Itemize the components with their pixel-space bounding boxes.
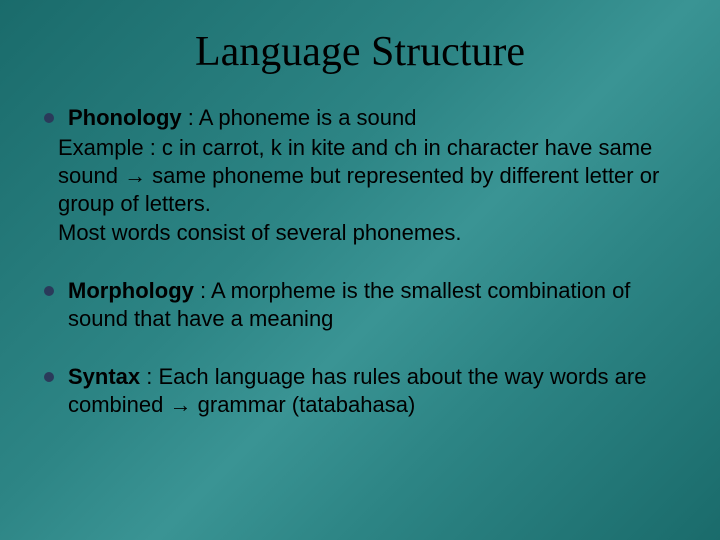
bullet-text: Phonology : A phoneme is a sound xyxy=(68,104,680,132)
term-phonology: Phonology xyxy=(68,105,182,130)
arrow-icon: → xyxy=(124,163,146,188)
bullet-text: Syntax : Each language has rules about t… xyxy=(68,363,680,419)
bullet-icon xyxy=(44,372,54,382)
term-syntax: Syntax xyxy=(68,364,140,389)
slide: Language Structure Phonology : A phoneme… xyxy=(0,0,720,540)
bullet-row: Phonology : A phoneme is a sound xyxy=(40,104,680,132)
bullet-item-morphology: Morphology : A morpheme is the smallest … xyxy=(40,277,680,333)
bullet-icon xyxy=(44,286,54,296)
slide-body: Phonology : A phoneme is a sound Example… xyxy=(40,104,680,419)
bullet-icon xyxy=(44,113,54,123)
term-morphology: Morphology xyxy=(68,278,194,303)
bullet-text: Morphology : A morpheme is the smallest … xyxy=(68,277,680,333)
bullet-row: Morphology : A morpheme is the smallest … xyxy=(40,277,680,333)
bullet-item-syntax: Syntax : Each language has rules about t… xyxy=(40,363,680,419)
term-phonology-suffix: : A phoneme is a sound xyxy=(182,105,417,130)
arrow-icon: → xyxy=(170,392,192,417)
slide-title: Language Structure xyxy=(40,28,680,76)
continuation-phonology: Example : c in carrot, k in kite and ch … xyxy=(58,134,680,247)
bullet-item-phonology: Phonology : A phoneme is a sound Example… xyxy=(40,104,680,247)
bullet-row: Syntax : Each language has rules about t… xyxy=(40,363,680,419)
